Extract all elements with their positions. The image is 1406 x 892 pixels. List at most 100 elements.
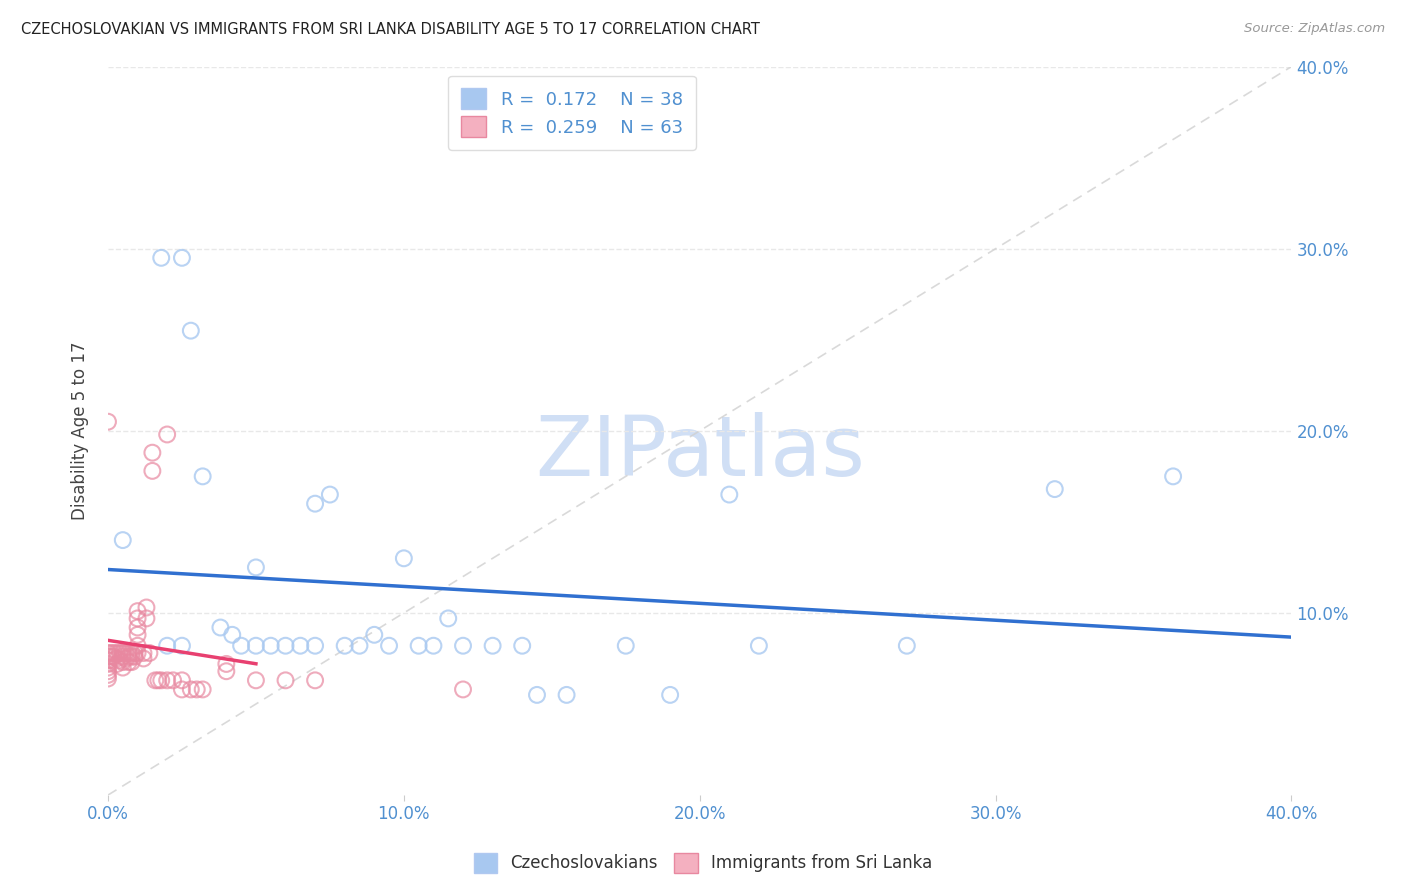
Point [121,646,143,660]
Point [105,657,128,671]
Point [245,560,267,574]
Point [718,487,741,501]
Point [896,639,918,653]
Point [451,682,474,697]
Point [170,639,193,653]
Point [127,628,149,642]
Point [748,639,770,653]
Point [180,324,202,338]
Point [118,655,141,669]
Point [127,639,149,653]
Legend: R =  0.172    N = 38, R =  0.259    N = 63: R = 0.172 N = 38, R = 0.259 N = 63 [449,76,696,150]
Point [191,682,214,697]
Point [143,673,166,688]
Point [127,646,149,660]
Point [333,639,356,653]
Point [111,655,134,669]
Point [481,639,503,653]
Point [118,649,141,664]
Point [103,649,125,664]
Point [135,611,157,625]
Point [100,649,122,664]
Point [124,646,146,660]
Point [132,646,155,660]
Point [121,649,143,664]
Point [290,639,312,653]
Point [274,673,297,688]
Point [97,649,120,664]
Point [378,639,401,653]
Point [97,657,120,671]
Point [105,651,128,665]
Point [150,251,173,265]
Point [97,653,120,667]
Point [127,620,149,634]
Point [231,639,253,653]
Point [555,688,578,702]
Point [437,611,460,625]
Point [451,639,474,653]
Point [111,646,134,660]
Point [138,646,160,660]
Point [118,646,141,660]
Point [111,660,134,674]
Point [510,639,533,653]
Point [97,664,120,678]
Point [209,620,232,634]
Point [97,646,120,660]
Point [156,427,179,442]
Point [408,639,430,653]
Point [97,415,120,429]
Point [526,688,548,702]
Point [141,464,163,478]
Point [245,673,267,688]
Point [156,673,179,688]
Point [108,653,131,667]
Point [1043,482,1066,496]
Point [156,639,179,653]
Point [111,533,134,547]
Y-axis label: Disability Age 5 to 17: Disability Age 5 to 17 [72,342,89,520]
Point [363,628,385,642]
Point [150,673,173,688]
Point [1161,469,1184,483]
Point [170,673,193,688]
Point [114,651,136,665]
Point [124,649,146,664]
Point [114,646,136,660]
Point [422,639,444,653]
Point [170,682,193,697]
Point [148,673,170,688]
Point [127,604,149,618]
Point [304,639,326,653]
Point [304,497,326,511]
Point [162,673,184,688]
Point [659,688,682,702]
Point [97,672,120,686]
Point [614,639,637,653]
Point [180,682,202,697]
Point [304,673,326,688]
Point [103,646,125,660]
Point [127,611,149,625]
Point [349,639,371,653]
Legend: Czechoslovakians, Immigrants from Sri Lanka: Czechoslovakians, Immigrants from Sri La… [467,847,939,880]
Point [319,487,342,501]
Point [221,628,243,642]
Point [191,469,214,483]
Text: Source: ZipAtlas.com: Source: ZipAtlas.com [1244,22,1385,36]
Point [97,660,120,674]
Point [245,639,267,653]
Point [215,664,238,678]
Point [215,657,238,671]
Point [132,651,155,665]
Point [170,251,193,265]
Point [392,551,415,566]
Point [111,649,134,664]
Point [100,646,122,660]
Text: CZECHOSLOVAKIAN VS IMMIGRANTS FROM SRI LANKA DISABILITY AGE 5 TO 17 CORRELATION : CZECHOSLOVAKIAN VS IMMIGRANTS FROM SRI L… [21,22,761,37]
Point [121,655,143,669]
Point [100,653,122,667]
Point [260,639,283,653]
Text: ZIPatlas: ZIPatlas [534,412,865,493]
